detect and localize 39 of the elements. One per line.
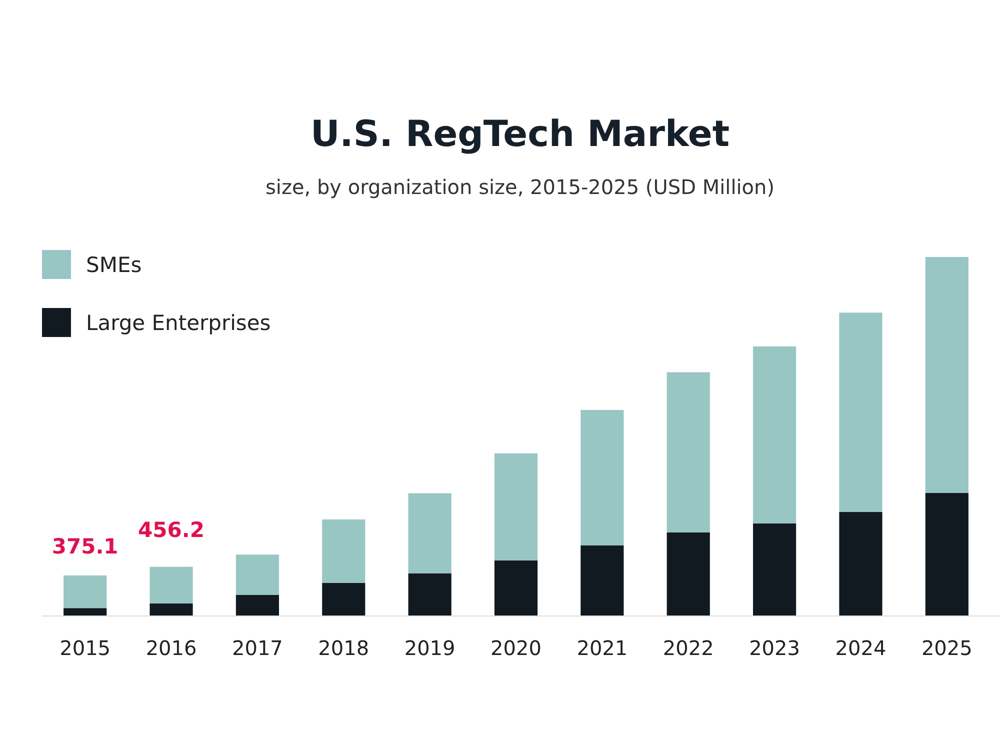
bar bbox=[753, 346, 796, 524]
x-tick-label: 2020 bbox=[490, 636, 542, 660]
bar bbox=[322, 582, 366, 616]
bar bbox=[236, 594, 279, 616]
bar bbox=[322, 519, 366, 583]
x-tick-label: 2021 bbox=[576, 636, 628, 660]
x-tick-label: 2015 bbox=[60, 636, 111, 660]
annotation: 375.1 bbox=[52, 534, 118, 558]
annotation: 456.2 bbox=[138, 518, 204, 542]
legend-label: Large Enterprises bbox=[86, 311, 271, 335]
bar bbox=[666, 532, 710, 616]
x-tick-label: 2023 bbox=[749, 636, 800, 660]
bar bbox=[64, 608, 107, 616]
x-tick-label: 2019 bbox=[404, 636, 456, 660]
chart-subtitle: size, by organization size, 2015-2025 (USD Million) bbox=[265, 175, 775, 199]
bar bbox=[580, 545, 624, 616]
bar bbox=[753, 523, 796, 616]
bar bbox=[925, 257, 968, 493]
x-tick-label: 2017 bbox=[232, 636, 283, 660]
bar bbox=[494, 560, 538, 616]
legend-label: SMEs bbox=[86, 253, 142, 277]
bar bbox=[666, 372, 710, 532]
bar bbox=[925, 492, 968, 616]
bar bbox=[150, 603, 193, 616]
x-tick-label: 2016 bbox=[146, 636, 197, 660]
bar bbox=[839, 512, 882, 616]
bar bbox=[64, 575, 107, 608]
x-tick-label: 2022 bbox=[662, 636, 714, 660]
bar bbox=[408, 493, 452, 574]
bar bbox=[494, 453, 538, 560]
bar bbox=[236, 554, 279, 595]
bar bbox=[839, 312, 882, 512]
bar bbox=[580, 410, 624, 546]
bar bbox=[408, 573, 452, 616]
x-tick-label: 2025 bbox=[921, 636, 972, 660]
x-tick-label: 2024 bbox=[835, 636, 886, 660]
chart-title: U.S. RegTech Market bbox=[310, 114, 730, 155]
bar bbox=[150, 566, 193, 604]
x-tick-label: 2018 bbox=[318, 636, 370, 660]
